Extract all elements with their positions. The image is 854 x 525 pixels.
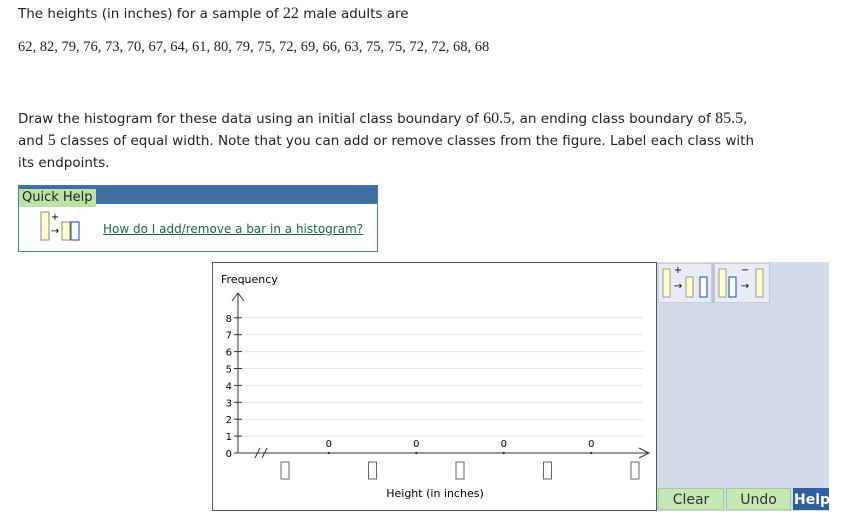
clear-button[interactable]: Clear <box>658 488 724 510</box>
bar-frequency-label: 0 <box>326 439 332 450</box>
quick-help-title[interactable]: Quick Help <box>19 189 96 207</box>
number: 60.5 <box>483 110 512 127</box>
class-midpoint <box>327 451 330 455</box>
y-tick-label: 5 <box>226 365 232 376</box>
number: 5 <box>47 132 56 149</box>
help-button[interactable]: Help <box>793 488 830 510</box>
tool-panel <box>656 262 829 511</box>
class-midpoint <box>590 451 593 455</box>
tool-buttons: +→ −→ <box>658 263 770 303</box>
y-tick-label: 6 <box>226 348 232 359</box>
svg-text:→: → <box>674 281 682 292</box>
bar-frequency-label: 0 <box>501 439 507 450</box>
bar-frequency-label: 0 <box>413 439 419 450</box>
x-arrow <box>638 447 651 459</box>
remove-bar-tool[interactable]: −→ <box>713 263 770 303</box>
text: classes of equal width. Note that you ca… <box>18 133 755 171</box>
boundary-input[interactable] <box>543 461 552 480</box>
y-axis-label: Frequency <box>221 273 278 286</box>
svg-text:−: − <box>741 265 749 276</box>
text: , and <box>18 111 748 149</box>
help-icon: +→ <box>40 211 80 241</box>
quick-help: Quick Help + → How do I add/remove a bar … <box>18 185 378 252</box>
y-tick-label: 3 <box>226 398 232 409</box>
y-arrow <box>231 292 245 302</box>
x-axis-label: Height (in inches) <box>386 487 484 500</box>
histogram-graph[interactable]: Frequency Height (in inches) 0 1 2 3 4 5 6 7 8 0 0… <box>212 262 657 511</box>
boundary-input[interactable] <box>280 461 290 480</box>
y-tick-label: 8 <box>226 314 232 325</box>
add-bar-tool[interactable]: +→ <box>658 263 713 303</box>
text: The heights (in inches) for a sample of <box>18 6 283 22</box>
question-intro: The heights (in inches) for a sample of … <box>18 5 409 23</box>
quick-help-bar: Quick Help <box>19 186 377 207</box>
class-midpoint <box>502 451 505 455</box>
text: , an ending class boundary of <box>511 111 716 127</box>
data-values: 62, 82, 79, 76, 73, 70, 67, 64, 61, 80, … <box>18 39 490 55</box>
svg-text:+: + <box>51 212 59 223</box>
bar-frequency-label: 0 <box>588 439 594 450</box>
y-tick-label: 2 <box>226 415 232 426</box>
axis-break <box>254 447 268 459</box>
text: Draw the histogram for these data using … <box>18 111 484 127</box>
svg-text:+: + <box>674 265 682 276</box>
text: male adults are <box>298 6 409 22</box>
y-tick-label: 4 <box>226 381 232 392</box>
svg-text:→: → <box>51 226 59 237</box>
instructions: Draw the histogram for these data using … <box>18 108 758 174</box>
number: 85.5 <box>715 110 744 127</box>
y-tick-label: 1 <box>226 432 232 443</box>
y-tick-label: 7 <box>226 331 232 342</box>
boundary-input[interactable] <box>630 461 640 480</box>
help-link[interactable]: How do I add/remove a bar in a histogram… <box>103 222 364 236</box>
y-tick-label: 0 <box>226 449 232 460</box>
boundary-input[interactable] <box>368 461 377 480</box>
undo-button[interactable]: Undo <box>726 488 791 510</box>
sample-size: 22 <box>282 5 299 22</box>
boundary-input[interactable] <box>455 461 465 480</box>
class-midpoint <box>415 451 418 455</box>
svg-text:→: → <box>741 281 749 292</box>
